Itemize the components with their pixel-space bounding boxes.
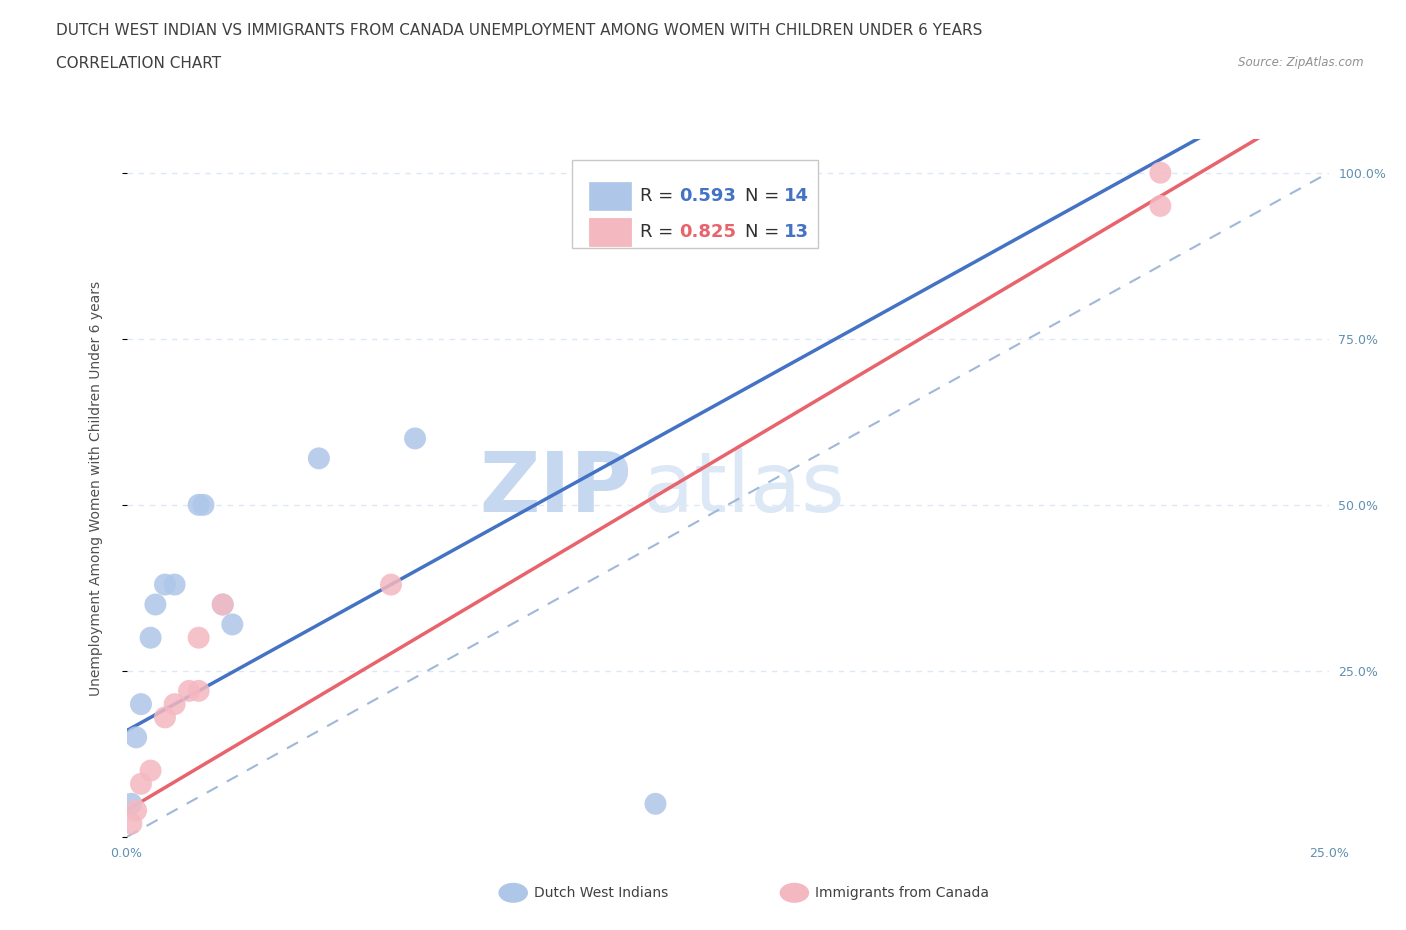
Text: DUTCH WEST INDIAN VS IMMIGRANTS FROM CANADA UNEMPLOYMENT AMONG WOMEN WITH CHILDR: DUTCH WEST INDIAN VS IMMIGRANTS FROM CAN… (56, 23, 983, 38)
Point (187, 631, 209, 645)
Text: Immigrants from Canada: Immigrants from Canada (815, 885, 990, 900)
Point (1149, 166, 1171, 180)
Point (404, 431, 426, 445)
Text: 13: 13 (785, 222, 810, 241)
Point (308, 451, 330, 466)
Point (153, 578, 176, 592)
Text: ZIP: ZIP (479, 447, 631, 529)
Point (163, 578, 186, 592)
Point (120, 796, 142, 811)
Point (193, 498, 215, 512)
Text: Source: ZipAtlas.com: Source: ZipAtlas.com (1239, 56, 1364, 69)
Point (125, 730, 148, 745)
Text: CORRELATION CHART: CORRELATION CHART (56, 56, 221, 71)
Text: 14: 14 (785, 187, 810, 206)
Point (380, 578, 402, 592)
Point (145, 597, 167, 612)
Point (644, 796, 666, 811)
Point (153, 710, 176, 724)
Point (211, 597, 233, 612)
Point (211, 597, 233, 612)
Point (187, 498, 209, 512)
Point (177, 684, 200, 698)
Text: atlas: atlas (644, 447, 845, 529)
Y-axis label: Unemployment Among Women with Children Under 6 years: Unemployment Among Women with Children U… (89, 281, 103, 696)
Point (139, 764, 162, 778)
Point (120, 817, 142, 831)
Point (221, 617, 243, 631)
Text: 0.825: 0.825 (679, 222, 735, 241)
Point (129, 777, 152, 791)
Point (1149, 198, 1171, 213)
Text: N =: N = (745, 187, 785, 206)
Text: R =: R = (640, 187, 679, 206)
Text: Dutch West Indians: Dutch West Indians (534, 885, 668, 900)
Point (139, 631, 162, 645)
Point (163, 697, 186, 711)
Point (129, 697, 152, 711)
Point (125, 803, 148, 817)
Text: 0.593: 0.593 (679, 187, 735, 206)
Text: R =: R = (640, 222, 679, 241)
Text: N =: N = (745, 222, 785, 241)
Point (187, 684, 209, 698)
